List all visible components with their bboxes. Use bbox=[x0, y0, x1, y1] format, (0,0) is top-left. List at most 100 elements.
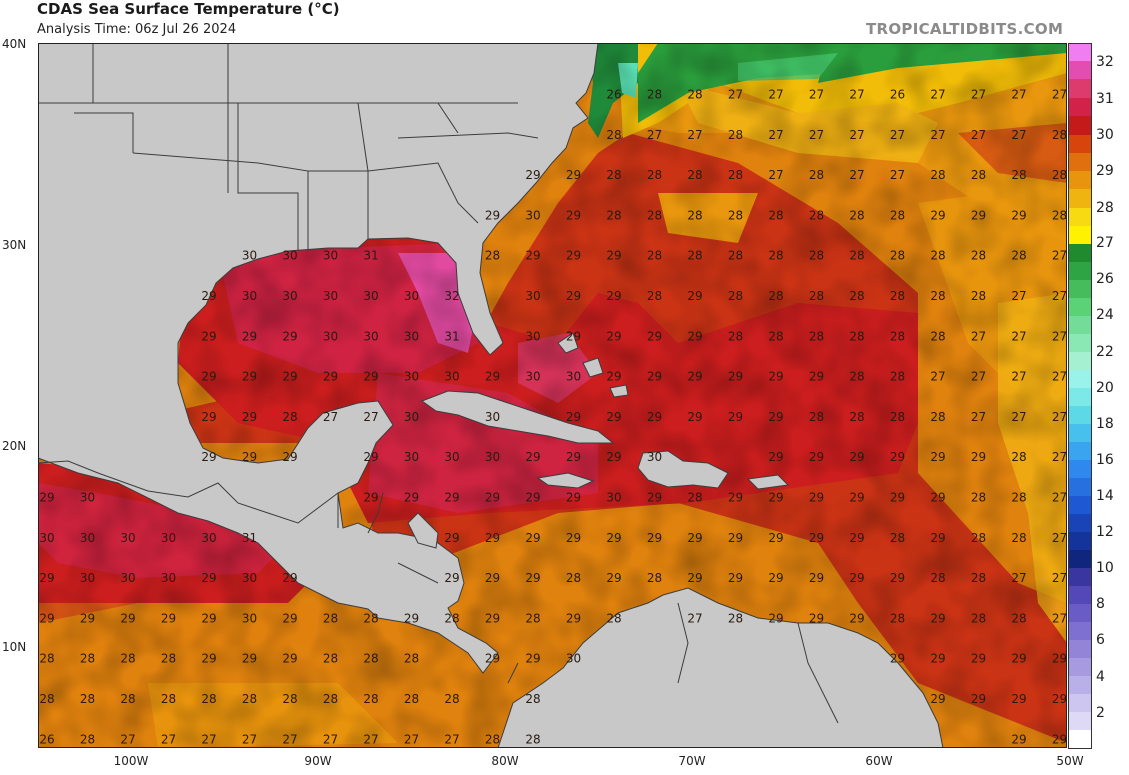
sst-value-label: 28 bbox=[930, 249, 945, 263]
sst-value-label: 29 bbox=[525, 571, 540, 585]
sst-value-label: 30 bbox=[404, 329, 419, 343]
sst-value-label: 28 bbox=[1011, 491, 1026, 505]
sst-value-label: 29 bbox=[566, 611, 581, 625]
sst-value-label: 30 bbox=[363, 329, 378, 343]
sst-value-label: 28 bbox=[809, 410, 824, 424]
sst-value-label: 28 bbox=[647, 168, 662, 182]
sst-value-label: 27 bbox=[363, 732, 378, 746]
sst-value-label: 27 bbox=[930, 88, 945, 102]
sst-value-label: 27 bbox=[363, 410, 378, 424]
sst-value-label: 29 bbox=[849, 491, 864, 505]
sst-value-label: 27 bbox=[971, 128, 986, 142]
sst-value-label: 28 bbox=[971, 168, 986, 182]
sst-value-label: 29 bbox=[849, 531, 864, 545]
sst-value-label: 28 bbox=[80, 652, 95, 666]
sst-value-label: 28 bbox=[687, 88, 702, 102]
sst-value-label: 28 bbox=[971, 611, 986, 625]
sst-value-label: 30 bbox=[404, 450, 419, 464]
colorbar-label-31: 31 bbox=[1096, 91, 1114, 107]
sst-value-label: 29 bbox=[566, 208, 581, 222]
sst-value-label: 30 bbox=[242, 611, 257, 625]
sst-value-label: 29 bbox=[849, 450, 864, 464]
sst-value-label: 30 bbox=[161, 571, 176, 585]
sst-value-label: 28 bbox=[647, 249, 662, 263]
sst-value-label: 29 bbox=[606, 370, 621, 384]
sst-value-label: 28 bbox=[930, 289, 945, 303]
sst-value-label: 30 bbox=[404, 410, 419, 424]
sst-value-label: 28 bbox=[687, 491, 702, 505]
sst-value-label: 28 bbox=[1052, 208, 1067, 222]
sst-value-label: 28 bbox=[566, 571, 581, 585]
sst-value-label: 28 bbox=[606, 208, 621, 222]
sst-value-label: 29 bbox=[890, 450, 905, 464]
sst-value-label: 28 bbox=[1011, 611, 1026, 625]
sst-value-label: 28 bbox=[728, 329, 743, 343]
sst-value-label: 28 bbox=[525, 692, 540, 706]
colorbar-label-10: 10 bbox=[1096, 560, 1114, 576]
sst-value-label: 28 bbox=[647, 571, 662, 585]
sst-value-label: 28 bbox=[849, 208, 864, 222]
sst-value-label: 27 bbox=[1011, 571, 1026, 585]
sst-value-label: 30 bbox=[444, 370, 459, 384]
sst-value-label: 28 bbox=[525, 732, 540, 746]
sst-value-label: 28 bbox=[971, 571, 986, 585]
sst-value-label: 29 bbox=[768, 611, 783, 625]
sst-value-label: 30 bbox=[525, 329, 540, 343]
sst-value-label: 28 bbox=[849, 370, 864, 384]
sst-value-label: 26 bbox=[39, 732, 54, 746]
lon-label-50w: 50W bbox=[1056, 754, 1084, 768]
sst-value-label: 29 bbox=[525, 168, 540, 182]
sst-value-label: 27 bbox=[768, 88, 783, 102]
sst-value-label: 29 bbox=[39, 611, 54, 625]
sst-value-label: 28 bbox=[728, 611, 743, 625]
sst-value-label: 29 bbox=[1011, 732, 1026, 746]
sst-value-label: 28 bbox=[80, 732, 95, 746]
sst-value-label: 27 bbox=[1052, 571, 1067, 585]
sst-value-label: 28 bbox=[161, 692, 176, 706]
sst-value-label: 27 bbox=[161, 732, 176, 746]
sst-value-label: 27 bbox=[242, 732, 257, 746]
sst-value-label: 29 bbox=[201, 652, 216, 666]
sst-value-label: 29 bbox=[809, 370, 824, 384]
colorbar-label-20: 20 bbox=[1096, 380, 1114, 396]
sst-value-label: 29 bbox=[606, 450, 621, 464]
sst-value-label: 30 bbox=[282, 249, 297, 263]
sst-value-label: 27 bbox=[1052, 450, 1067, 464]
lat-label-10n: 10N bbox=[2, 640, 27, 654]
sst-value-label: 30 bbox=[444, 450, 459, 464]
sst-value-label: 28 bbox=[323, 692, 338, 706]
sst-value-label: 29 bbox=[404, 491, 419, 505]
sst-value-label: 27 bbox=[647, 128, 662, 142]
sst-value-label: 27 bbox=[728, 88, 743, 102]
sst-value-label: 28 bbox=[809, 289, 824, 303]
sst-value-label: 28 bbox=[728, 208, 743, 222]
sst-value-label: 30 bbox=[323, 249, 338, 263]
sst-value-label: 27 bbox=[1011, 370, 1026, 384]
sst-value-label: 29 bbox=[647, 491, 662, 505]
sst-value-label: 28 bbox=[39, 692, 54, 706]
sst-value-label: 29 bbox=[768, 571, 783, 585]
sst-value-label: 29 bbox=[363, 370, 378, 384]
sst-value-label: 29 bbox=[809, 491, 824, 505]
sst-value-label: 30 bbox=[525, 370, 540, 384]
sst-value-label: 28 bbox=[728, 128, 743, 142]
sst-value-label: 28 bbox=[890, 289, 905, 303]
sst-value-label: 30 bbox=[242, 249, 257, 263]
sst-value-label: 27 bbox=[930, 370, 945, 384]
sst-value-label: 27 bbox=[971, 410, 986, 424]
sst-value-label: 27 bbox=[404, 732, 419, 746]
sst-value-label: 28 bbox=[80, 692, 95, 706]
sst-value-label: 29 bbox=[242, 450, 257, 464]
sst-value-label: 29 bbox=[80, 611, 95, 625]
sst-map: 26 28 28 27 27 27 27 26 27 27 27 27 28 27 27 28 27 27 27 27… bbox=[38, 43, 1067, 748]
sst-value-label: 29 bbox=[444, 571, 459, 585]
sst-value-label: 29 bbox=[242, 370, 257, 384]
sst-value-label: 29 bbox=[566, 289, 581, 303]
sst-value-label: 27 bbox=[1011, 410, 1026, 424]
sst-value-label: 27 bbox=[890, 168, 905, 182]
sst-value-label: 28 bbox=[687, 208, 702, 222]
sst-value-label: 27 bbox=[768, 128, 783, 142]
sst-value-label: 29 bbox=[687, 370, 702, 384]
sst-colorbar bbox=[1068, 43, 1092, 749]
sst-value-label: 29 bbox=[809, 531, 824, 545]
